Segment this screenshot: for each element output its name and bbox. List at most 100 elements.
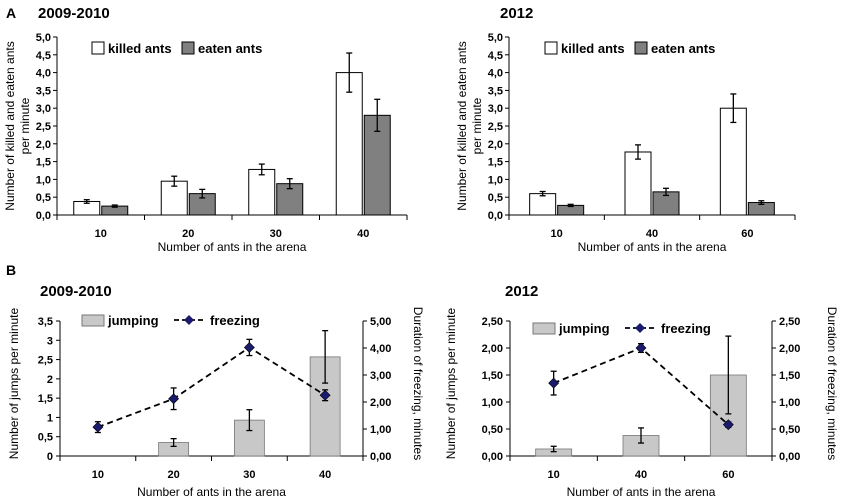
x-axis-label: Number of ants in the arena: [137, 485, 286, 499]
x-axis-label: Number of ants in the arena: [578, 240, 727, 254]
y-tick-label: 1,5: [488, 157, 503, 169]
legend-label-freezing: freezing: [210, 313, 260, 328]
x-tick-label: 10: [92, 469, 104, 481]
legend-label-eaten-ants: eaten ants: [198, 41, 262, 56]
legend-label-freezing: freezing: [661, 321, 711, 336]
y-tick-label: 3,0: [488, 103, 503, 115]
legend-swatch-freezing-marker: [184, 315, 194, 325]
point-freezing-10: [548, 377, 560, 389]
chart-b-2012: 2012 0,00 0,50 1,00 1,50 2,00 2,50 0,00 0,50 1,00…: [444, 283, 839, 499]
x-tick-label: 40: [357, 228, 369, 240]
y-tick-label: 2,5: [488, 121, 503, 133]
chart-title: 2012: [505, 283, 538, 300]
y-tick-label: 0,0: [488, 210, 503, 222]
chart-a-2012: 2012 0,0 0,5 1,0 1,5 2,0 2,5 3,0 3,5 4,0 4,5 5,0 10 4…: [455, 5, 796, 254]
y-tick-label: 5,0: [36, 32, 51, 44]
y-tick-label: 0,5: [38, 432, 53, 444]
legend-swatch-jumping: [532, 322, 556, 335]
chart-title: 2009-2010: [38, 5, 110, 22]
y-tick-label: 2,00: [482, 343, 503, 355]
y2-tick-label: 3,00: [370, 370, 391, 382]
y2-tick-label: 2,50: [779, 316, 800, 328]
y2-tick-label: 2,00: [370, 397, 391, 409]
x-tick-label: 10: [548, 469, 560, 481]
y-axis-label: per minute: [18, 97, 32, 154]
y-tick-label: 5,0: [488, 32, 503, 44]
bar-killed-ants-60: [719, 107, 747, 216]
y2-tick-label: 1,00: [370, 424, 391, 436]
y-tick-label: 1,0: [488, 174, 503, 186]
point-freezing-30: [243, 342, 255, 353]
y2-tick-label: 1,00: [779, 397, 800, 409]
y-tick-label: 2: [47, 374, 53, 386]
y-axis-label: Number of jumps per minute: [444, 307, 458, 459]
y-tick-label: 3,5: [488, 85, 503, 97]
x-axis-label: Number of ants in the arena: [158, 240, 307, 254]
y-axis-label: Number of killed and eaten ants: [3, 41, 17, 210]
panel-label-b: B: [6, 262, 16, 278]
y-tick-label: 2,50: [482, 316, 503, 328]
y-tick-label: 0,00: [482, 451, 503, 463]
legend-swatch-killed-ants: [91, 41, 105, 55]
y-tick-label: 2,5: [38, 355, 53, 367]
point-freezing-40: [319, 389, 331, 401]
legend-label-eaten-ants: eaten ants: [651, 41, 715, 56]
legend-label-killed-ants: killed ants: [108, 41, 172, 56]
y-tick-label: 4,0: [488, 68, 503, 80]
x-tick-label: 40: [319, 469, 331, 481]
y-tick-label: 2,0: [488, 139, 503, 151]
point-freezing-10: [92, 421, 104, 433]
y-tick-label: 1: [47, 412, 53, 424]
y-tick-label: 1,5: [38, 393, 53, 405]
legend-label-killed-ants: killed ants: [561, 41, 625, 56]
y2-tick-label: 0,00: [779, 451, 800, 463]
x-tick-label: 10: [95, 228, 107, 240]
chart-title: 2012: [500, 5, 533, 22]
bar-killed-ants-10: [529, 193, 557, 216]
y-tick-label: 2,5: [36, 121, 51, 133]
bar-killed-ants-40: [335, 72, 363, 216]
bar-killed-ants-20: [160, 180, 188, 216]
y2-axis-label: Duration of freezing, minutes: [825, 307, 839, 460]
legend-swatch-jumping: [81, 314, 105, 327]
y-tick-label: 0,0: [36, 210, 51, 222]
x-axis-label: Number of ants in the arena: [567, 485, 716, 499]
x-tick-label: 40: [635, 469, 647, 481]
y-tick-label: 4,0: [36, 68, 51, 80]
line-freezing: [97, 346, 326, 428]
legend-swatch-eaten-ants: [634, 41, 648, 55]
x-tick-label: 40: [646, 228, 658, 240]
legend-label-jumping: jumping: [558, 321, 610, 336]
y-tick-label: 3,5: [38, 316, 53, 328]
chart-a-2009-2010: 2009-2010 0,0 0,5 1,0 1,5 2,0 2,5 3,0 3,5 4,0 4,5 5…: [3, 5, 408, 254]
y-tick-label: 0: [47, 451, 53, 463]
y-tick-label: 2,0: [36, 139, 51, 151]
y2-tick-label: 5,00: [370, 316, 391, 328]
y2-tick-label: 4,00: [370, 343, 391, 355]
chart-b-2009-2010: 2009-2010 0 0,5 1 1,5 2 2,5 3 3,5 0,00 1,00 2,00 3,0…: [7, 283, 425, 499]
x-tick-label: 20: [182, 228, 194, 240]
y-tick-label: 1,00: [482, 397, 503, 409]
legend-label-jumping: jumping: [107, 313, 159, 328]
y-tick-label: 4,5: [36, 50, 51, 62]
line-freezing: [553, 346, 729, 426]
point-freezing-40: [635, 342, 647, 354]
bar-killed-ants-30: [248, 168, 276, 216]
x-tick-label: 30: [270, 228, 282, 240]
legend-swatch-freezing-marker: [635, 323, 645, 333]
y-tick-label: 4,5: [488, 50, 503, 62]
y-tick-label: 0,5: [36, 192, 51, 204]
point-freezing-60: [722, 419, 734, 431]
y-tick-label: 3,5: [36, 85, 51, 97]
bar-killed-ants-40: [624, 151, 652, 216]
y2-tick-label: 0,00: [370, 451, 391, 463]
chart-title: 2009-2010: [40, 283, 112, 300]
y2-tick-label: 1,50: [779, 370, 800, 382]
x-tick-label: 30: [243, 469, 255, 481]
y-tick-label: 1,50: [482, 370, 503, 382]
x-tick-label: 60: [722, 469, 734, 481]
legend-swatch-killed-ants: [544, 41, 558, 55]
y2-axis-label: Duration of freezing, minutes: [411, 307, 425, 460]
x-tick-label: 60: [741, 228, 753, 240]
